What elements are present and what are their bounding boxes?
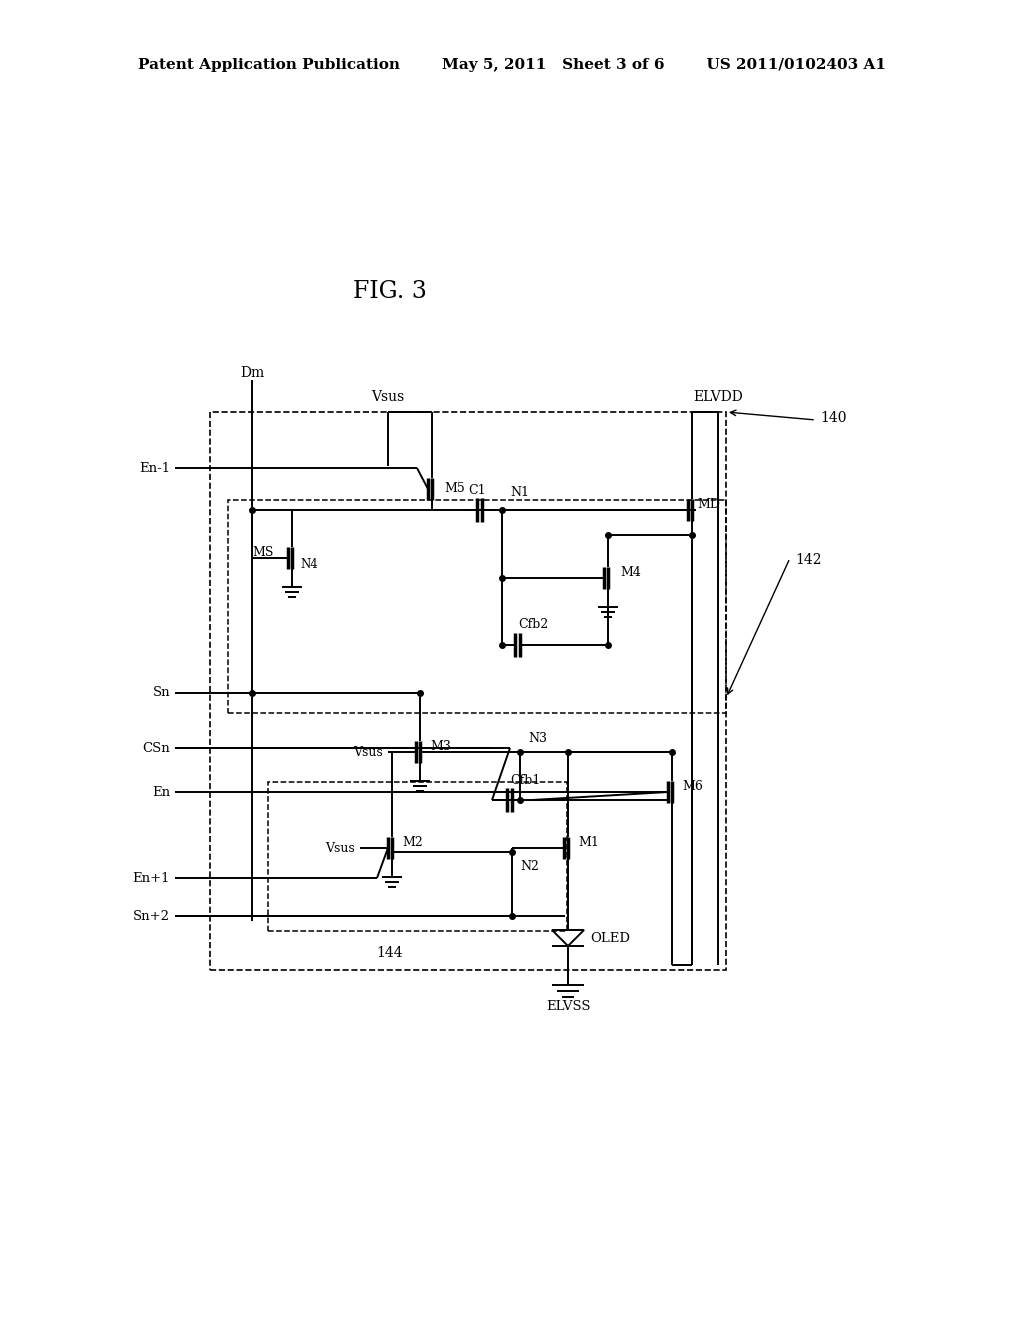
Bar [268,781,567,931]
Text: M2: M2 [402,836,423,849]
Text: Cfb2: Cfb2 [518,619,548,631]
Text: M6: M6 [682,780,702,793]
Text: N2: N2 [520,861,539,874]
Text: ELVDD: ELVDD [693,389,742,404]
Text: FIG. 3: FIG. 3 [353,281,427,304]
Text: Vsus: Vsus [353,746,383,759]
Text: 140: 140 [820,411,847,425]
Text: En+1: En+1 [132,871,170,884]
Text: Patent Application Publication        May 5, 2011   Sheet 3 of 6        US 2011/: Patent Application Publication May 5, 20… [138,58,886,73]
Text: MS: MS [253,546,274,560]
Text: Cfb1: Cfb1 [510,774,541,787]
Text: OLED: OLED [590,932,630,945]
Text: ELVSS: ELVSS [546,1001,590,1014]
Text: MD: MD [697,499,720,511]
Text: M1: M1 [578,836,599,849]
Text: Sn: Sn [153,686,170,700]
Text: C1: C1 [468,483,485,496]
Text: 142: 142 [795,553,821,568]
Text: M4: M4 [620,566,641,579]
Text: N1: N1 [510,486,529,499]
Text: Dm: Dm [240,366,264,380]
Text: Vsus: Vsus [326,842,355,854]
Text: N3: N3 [528,731,547,744]
Text: Sn+2: Sn+2 [133,909,170,923]
Text: En: En [152,785,170,799]
Text: En-1: En-1 [139,462,170,474]
Text: N4: N4 [300,557,317,570]
Bar [228,500,726,713]
Text: 144: 144 [377,946,403,960]
Text: CSn: CSn [142,742,170,755]
Text: M5: M5 [444,483,465,495]
Bar [210,412,726,970]
Text: M3: M3 [430,739,451,752]
Text: Vsus: Vsus [372,389,404,404]
